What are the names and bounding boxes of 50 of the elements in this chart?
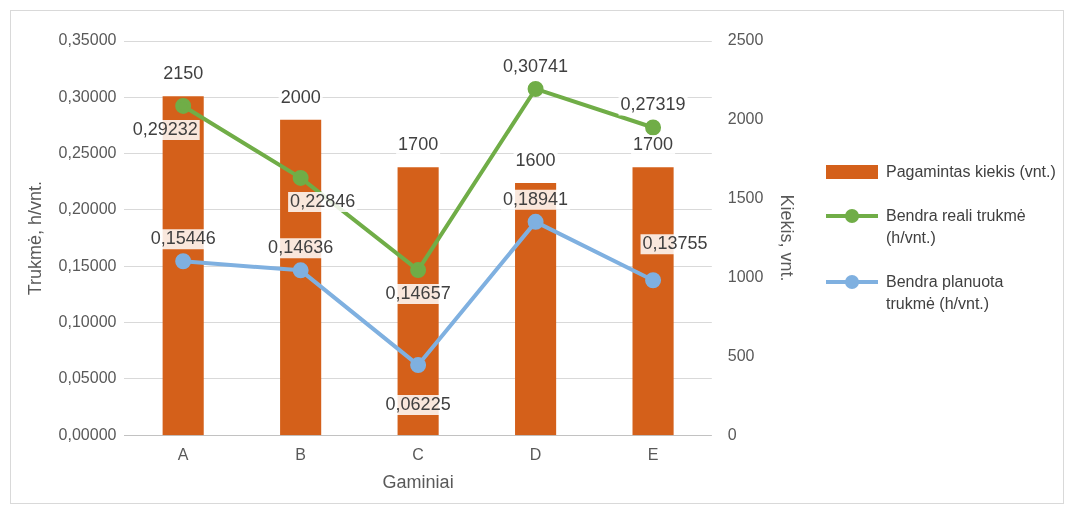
x-tick-label: A <box>177 446 189 464</box>
point <box>292 262 309 279</box>
data-label: 0,14636 <box>268 237 334 258</box>
y-tick-label: 0,30000 <box>58 87 117 105</box>
y-tick-label: 0,25000 <box>58 144 117 162</box>
point <box>645 119 662 136</box>
y2-tick-label: 2000 <box>727 110 764 128</box>
data-label: 2150 <box>163 63 204 84</box>
y2-tick-label: 500 <box>727 346 755 364</box>
point <box>175 253 192 270</box>
legend-label: Bendra reali trukmė (h/vnt.) <box>886 206 1027 248</box>
data-label: 0,27319 <box>620 94 686 115</box>
data-label: 0,18941 <box>503 188 569 209</box>
data-label: 0,06225 <box>385 394 451 415</box>
data-label: 0,30741 <box>503 55 569 76</box>
point <box>527 213 544 230</box>
y2-tick-label: 1500 <box>727 189 764 207</box>
x-tick-label: C <box>412 446 424 464</box>
y2-tick-label: 0 <box>727 425 737 443</box>
y2-tick-label: 1000 <box>727 267 764 285</box>
point <box>410 262 427 279</box>
point <box>175 97 192 114</box>
point <box>292 169 309 186</box>
point <box>645 272 662 289</box>
y2-tick-label: 2500 <box>727 31 764 49</box>
data-label: 1600 <box>515 149 556 170</box>
point <box>527 80 544 97</box>
data-label: 2000 <box>280 86 321 107</box>
data-label: 0,22846 <box>290 190 356 211</box>
y-tick-label: 0,00000 <box>58 425 117 443</box>
y2-axis-title: Kiekis, vnt. <box>777 194 798 282</box>
legend-label: Pagamintas kiekis (vnt.) <box>886 162 1056 182</box>
data-label: 1700 <box>398 134 439 155</box>
x-tick-label: D <box>529 446 542 464</box>
x-axis-title: Gaminiai <box>382 472 454 493</box>
y-tick-label: 0,20000 <box>58 200 117 218</box>
data-label: 0,29232 <box>132 118 198 139</box>
point <box>410 357 427 374</box>
data-label: 1700 <box>633 134 674 155</box>
y-tick-label: 0,05000 <box>58 369 117 387</box>
y-tick-label: 0,10000 <box>58 312 117 330</box>
data-label: 0,14657 <box>385 283 451 304</box>
data-label: 0,15446 <box>150 228 216 249</box>
y-tick-label: 0,35000 <box>58 31 117 49</box>
y-tick-label: 0,15000 <box>58 256 117 274</box>
data-label: 0,13755 <box>642 233 708 254</box>
x-tick-label: E <box>647 446 659 464</box>
y-axis-title: Trukmė, h/vnt. <box>24 180 45 296</box>
x-tick-label: B <box>295 446 306 464</box>
legend-label: Bendra planuota trukmė (h/vnt.) <box>886 272 1005 314</box>
